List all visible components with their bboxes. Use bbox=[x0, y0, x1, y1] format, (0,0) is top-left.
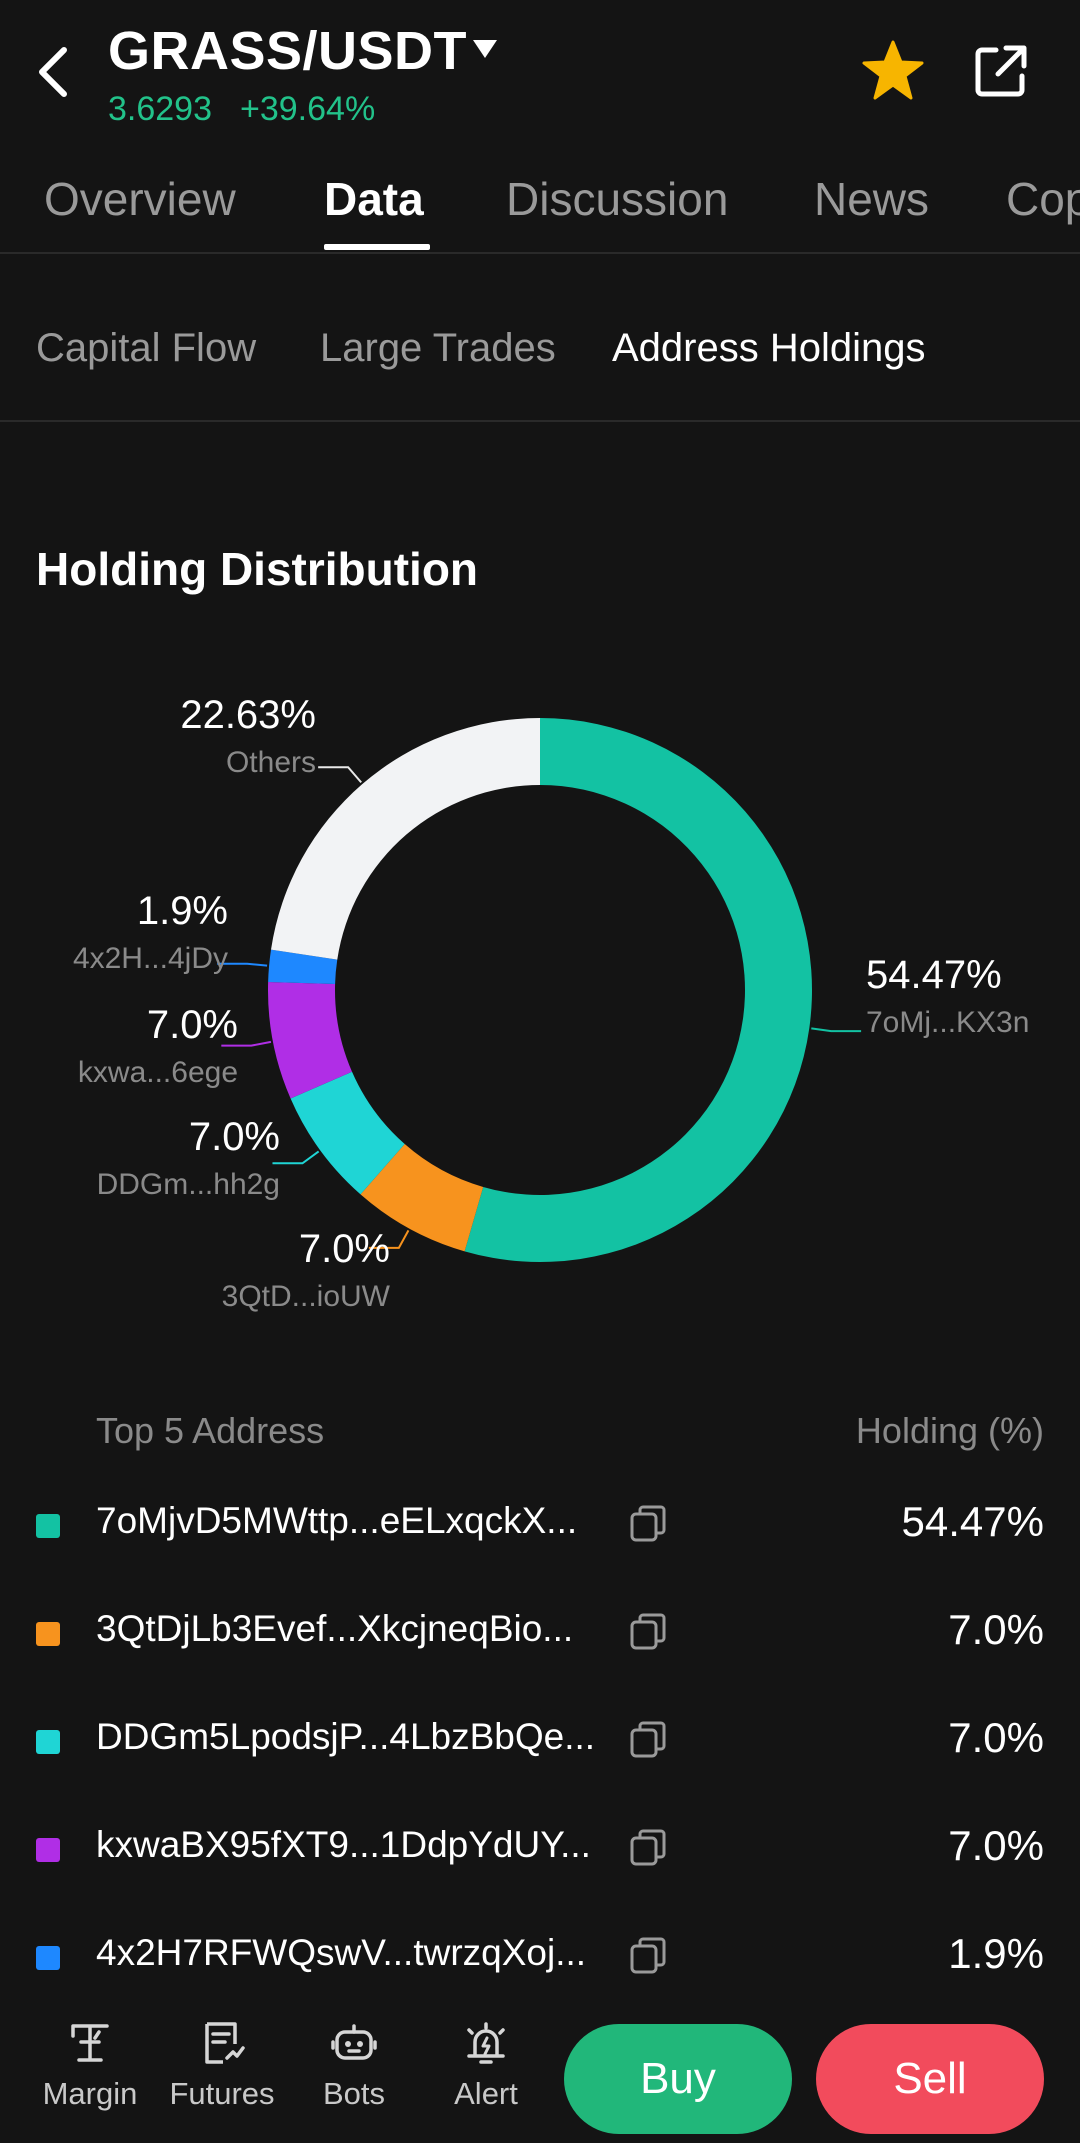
nav-alert[interactable]: Alert bbox=[426, 2018, 546, 2112]
share-icon[interactable] bbox=[970, 40, 1032, 102]
copy-icon[interactable] bbox=[626, 1718, 670, 1762]
nav-label: Alert bbox=[454, 2076, 518, 2111]
leader-line bbox=[318, 766, 362, 784]
slice-name-label: Others bbox=[226, 746, 316, 779]
slice-name-label: 3QtD...ioUW bbox=[222, 1280, 391, 1313]
holding-value: 1.9% bbox=[948, 1930, 1044, 1977]
back-arrow-icon[interactable] bbox=[30, 42, 80, 102]
last-price: 3.6293 bbox=[108, 90, 212, 128]
slice-name-label: DDGm...hh2g bbox=[97, 1168, 280, 1201]
color-swatch bbox=[36, 1946, 60, 1970]
address-text: 4x2H7RFWQswV...twrzqXoj... bbox=[96, 1932, 587, 1973]
buy-button[interactable]: Buy bbox=[564, 2024, 792, 2134]
nav-label: Bots bbox=[322, 2076, 386, 2111]
nav-futures[interactable]: Futures bbox=[162, 2018, 282, 2112]
pair-title[interactable]: GRASS/USDT bbox=[108, 21, 468, 81]
sell-button[interactable]: Sell bbox=[816, 2024, 1044, 2134]
subtab-large-trades[interactable]: Large Trades bbox=[320, 326, 556, 370]
slice-name-label: kxwa...6ege bbox=[78, 1056, 238, 1089]
holding-value: 7.0% bbox=[948, 1714, 1044, 1761]
leader-line bbox=[217, 962, 268, 967]
slice-name-label: 4x2H...4jDy bbox=[73, 942, 228, 975]
copy-icon[interactable] bbox=[626, 1826, 670, 1870]
active-tab-indicator bbox=[324, 244, 430, 250]
alert-icon bbox=[467, 2022, 505, 2064]
copy-icon[interactable] bbox=[626, 1610, 670, 1654]
donut-slice bbox=[268, 949, 338, 984]
nav-label: Margin bbox=[42, 2076, 138, 2111]
price-change: +39.64% bbox=[240, 90, 376, 128]
slice-percent-label: 7.0% bbox=[147, 1003, 238, 1047]
donut-slice bbox=[290, 1071, 405, 1195]
tab-copy[interactable]: Cop bbox=[1006, 173, 1080, 225]
nav-margin[interactable]: Margin bbox=[30, 2018, 150, 2112]
holding-value: 54.47% bbox=[901, 1498, 1044, 1545]
slice-percent-label: 7.0% bbox=[189, 1115, 280, 1159]
subtab-address-holdings[interactable]: Address Holdings bbox=[612, 326, 926, 370]
table-row[interactable]: 4x2H7RFWQswV...twrzqXoj... 1.9% bbox=[0, 1918, 1080, 2026]
address-text: DDGm5LpodsjP...4LbzBbQe... bbox=[96, 1716, 596, 1757]
leader-line bbox=[272, 1150, 320, 1165]
section-title: Holding Distribution bbox=[36, 543, 479, 595]
table-row[interactable]: kxwaBX95fXT9...1DdpYdUY... 7.0% bbox=[0, 1810, 1080, 1918]
donut-slice bbox=[271, 718, 540, 960]
margin-icon bbox=[71, 2024, 109, 2062]
table-row[interactable]: DDGm5LpodsjP...4LbzBbQe... 7.0% bbox=[0, 1702, 1080, 1810]
table-row[interactable]: 3QtDjLb3Evef...XkcjneqBio... 7.0% bbox=[0, 1594, 1080, 1702]
leader-line bbox=[811, 1027, 862, 1033]
address-text: 3QtDjLb3Evef...XkcjneqBio... bbox=[96, 1608, 574, 1649]
bots-icon bbox=[331, 2024, 377, 2060]
color-swatch bbox=[36, 1514, 60, 1538]
leader-line bbox=[368, 1229, 410, 1249]
slice-percent-label: 22.63% bbox=[180, 693, 316, 737]
slice-percent-label: 7.0% bbox=[299, 1227, 390, 1271]
donut-slice bbox=[464, 718, 812, 1262]
nav-bots[interactable]: Bots bbox=[294, 2018, 414, 2112]
copy-icon[interactable] bbox=[626, 1502, 670, 1546]
nav-label: Futures bbox=[169, 2076, 275, 2111]
holding-value: 7.0% bbox=[948, 1822, 1044, 1869]
table-row[interactable]: 7oMjvD5MWttp...eELxqckX... 54.47% bbox=[0, 1486, 1080, 1594]
divider bbox=[0, 420, 1080, 422]
donut-slice bbox=[360, 1144, 484, 1252]
slice-percent-label: 1.9% bbox=[137, 889, 228, 933]
slice-percent-label: 54.47% bbox=[866, 953, 1002, 997]
favorite-star-icon[interactable] bbox=[860, 38, 926, 104]
tab-overview[interactable]: Overview bbox=[44, 173, 236, 225]
column-header-address: Top 5 Address bbox=[96, 1410, 325, 1451]
tab-data[interactable]: Data bbox=[324, 173, 424, 225]
tab-news[interactable]: News bbox=[814, 173, 930, 225]
leader-line bbox=[221, 1040, 272, 1047]
color-swatch bbox=[36, 1838, 60, 1862]
futures-icon bbox=[205, 2022, 245, 2064]
donut-slice bbox=[268, 981, 353, 1099]
holding-distribution-chart: 54.47% 7oMj...KX3n 7.0% 3QtD...ioUW 7.0% DDGm… bbox=[73, 693, 1029, 1313]
holding-value: 7.0% bbox=[948, 1606, 1044, 1653]
slice-name-label: 7oMj...KX3n bbox=[866, 1006, 1029, 1039]
copy-icon[interactable] bbox=[626, 1934, 670, 1978]
column-header-holding: Holding (%) bbox=[855, 1410, 1044, 1451]
divider bbox=[0, 252, 1080, 254]
subtab-capital-flow[interactable]: Capital Flow bbox=[36, 326, 257, 370]
address-text: 7oMjvD5MWttp...eELxqckX... bbox=[96, 1500, 578, 1541]
color-swatch bbox=[36, 1730, 60, 1754]
color-swatch bbox=[36, 1622, 60, 1646]
tab-discussion[interactable]: Discussion bbox=[506, 173, 729, 225]
address-text: kxwaBX95fXT9...1DdpYdUY... bbox=[96, 1824, 591, 1865]
pair-dropdown-icon[interactable] bbox=[470, 34, 500, 64]
